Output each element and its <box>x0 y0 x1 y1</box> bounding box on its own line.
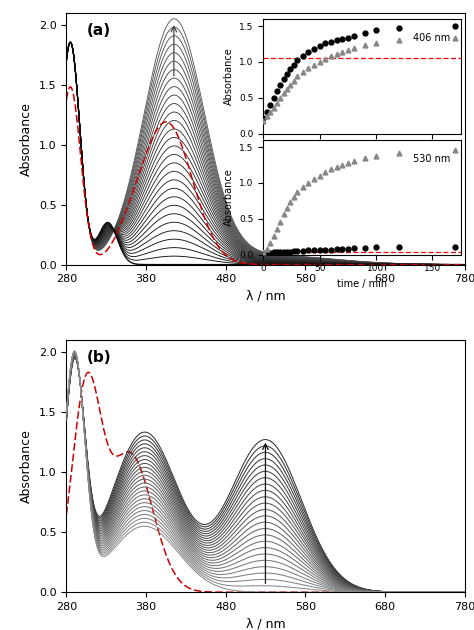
Text: (a): (a) <box>86 23 110 38</box>
Y-axis label: Absorbance: Absorbance <box>20 429 33 503</box>
Y-axis label: Absorbance: Absorbance <box>20 101 33 176</box>
Text: (b): (b) <box>86 350 111 365</box>
X-axis label: λ / nm: λ / nm <box>246 617 285 630</box>
X-axis label: λ / nm: λ / nm <box>246 290 285 303</box>
